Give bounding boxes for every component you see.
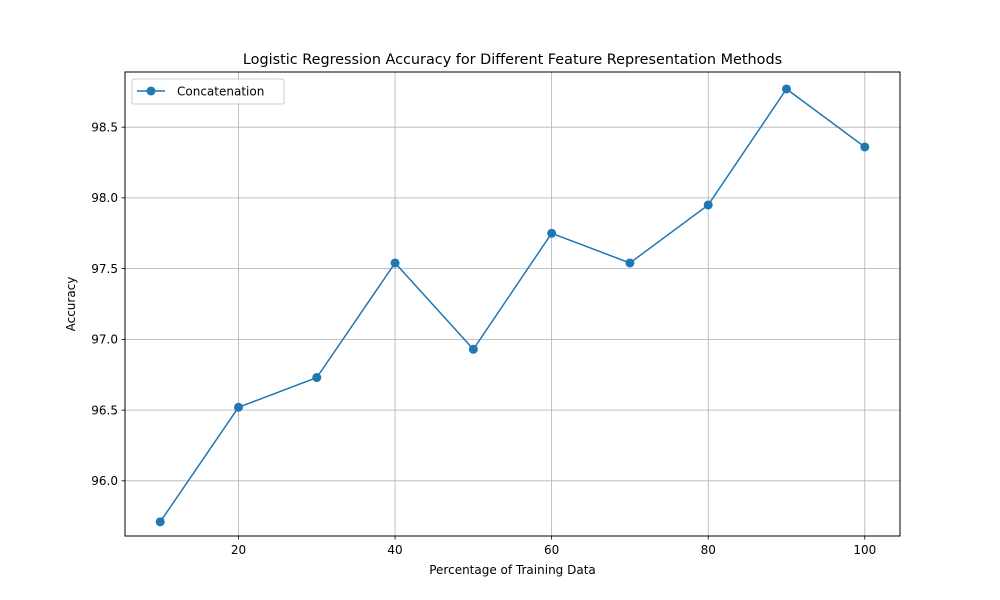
y-axis-label: Accuracy	[64, 277, 78, 332]
data-point	[860, 142, 870, 152]
data-point	[234, 402, 244, 412]
data-point	[703, 200, 713, 210]
y-tick-label: 98.0	[91, 191, 118, 205]
legend-box	[131, 78, 285, 105]
x-tick-label: 20	[231, 543, 246, 557]
x-tick-label: 40	[387, 543, 402, 557]
x-tick-label: 60	[544, 543, 559, 557]
grid	[125, 72, 900, 536]
data-point	[781, 84, 791, 94]
data-point	[468, 344, 478, 354]
x-tick-label: 80	[701, 543, 716, 557]
x-tick-label: 100	[853, 543, 876, 557]
data-point	[390, 258, 400, 268]
data-point	[155, 517, 165, 527]
y-tick-label: 96.5	[91, 403, 118, 417]
legend: Concatenation	[131, 78, 285, 105]
y-tick-label: 98.5	[91, 120, 118, 134]
plot-area-frame	[124, 71, 901, 537]
data-point	[312, 373, 322, 383]
ticks: 20 40 60 80 100 96.0 96.5 97.0 97.5 98.0 98.5	[91, 120, 876, 557]
series-layer	[155, 84, 870, 527]
legend-marker-swatch	[146, 86, 156, 96]
x-axis-label: Percentage of Training Data	[429, 563, 596, 577]
data-point	[547, 228, 557, 238]
legend-entry-concatenation: Concatenation	[177, 85, 264, 99]
chart-title: Logistic Regression Accuracy for Differe…	[243, 52, 782, 68]
data-point	[625, 258, 635, 268]
y-tick-label: 97.5	[91, 262, 118, 276]
y-tick-label: 97.0	[91, 333, 118, 347]
series-line-concatenation	[159, 87, 866, 523]
y-tick-label: 96.0	[91, 474, 118, 488]
